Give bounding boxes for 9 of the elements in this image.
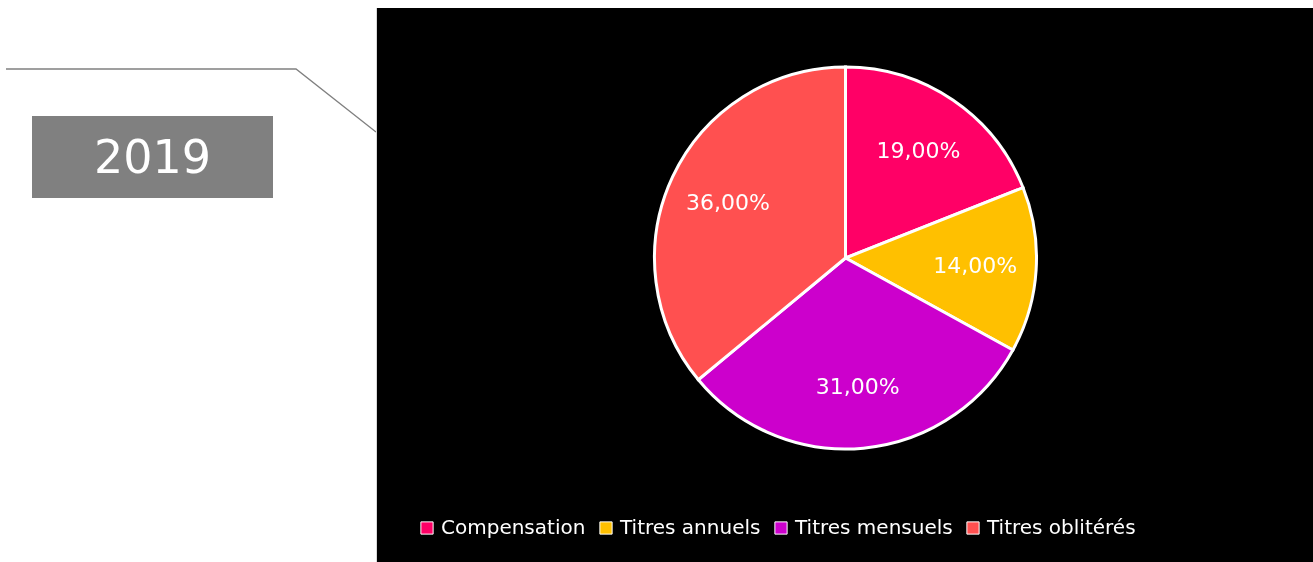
legend-label: Compensation — [441, 515, 586, 539]
legend-label: Titres oblitérés — [986, 515, 1136, 539]
data-label: 14,00% — [933, 253, 1018, 279]
data-label: 36,00% — [686, 189, 770, 215]
legend-label: Titres mensuels — [794, 515, 953, 539]
legend-label: Titres annuels — [619, 515, 761, 539]
data-label: 19,00% — [876, 137, 961, 163]
text: 2019 — [32, 116, 273, 198]
data-label: 31,00% — [815, 374, 900, 400]
